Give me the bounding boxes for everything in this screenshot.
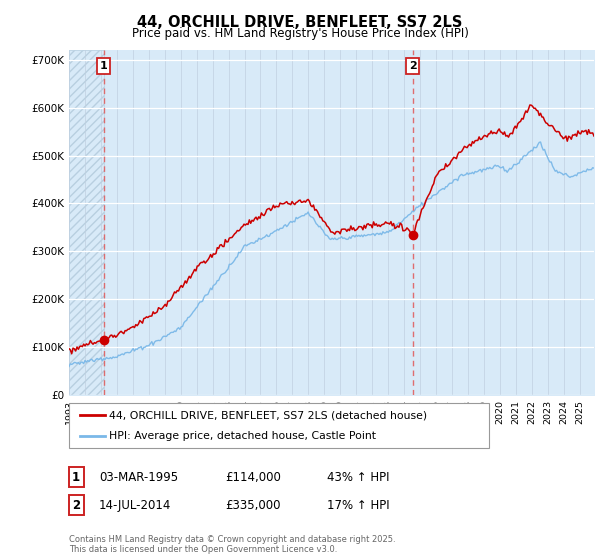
Text: £114,000: £114,000 <box>225 470 281 484</box>
Text: 03-MAR-1995: 03-MAR-1995 <box>99 470 178 484</box>
Text: 17% ↑ HPI: 17% ↑ HPI <box>327 498 389 512</box>
FancyBboxPatch shape <box>69 403 489 448</box>
Text: 43% ↑ HPI: 43% ↑ HPI <box>327 470 389 484</box>
Text: £335,000: £335,000 <box>225 498 281 512</box>
Text: 1: 1 <box>100 61 107 71</box>
Text: 44, ORCHILL DRIVE, BENFLEET, SS7 2LS: 44, ORCHILL DRIVE, BENFLEET, SS7 2LS <box>137 15 463 30</box>
Text: Contains HM Land Registry data © Crown copyright and database right 2025.
This d: Contains HM Land Registry data © Crown c… <box>69 535 395 554</box>
Text: HPI: Average price, detached house, Castle Point: HPI: Average price, detached house, Cast… <box>109 431 376 441</box>
Text: 44, ORCHILL DRIVE, BENFLEET, SS7 2LS (detached house): 44, ORCHILL DRIVE, BENFLEET, SS7 2LS (de… <box>109 410 427 421</box>
Text: 1: 1 <box>72 470 80 484</box>
Text: 2: 2 <box>409 61 416 71</box>
Text: 2: 2 <box>72 498 80 512</box>
Text: Price paid vs. HM Land Registry's House Price Index (HPI): Price paid vs. HM Land Registry's House … <box>131 27 469 40</box>
Text: 14-JUL-2014: 14-JUL-2014 <box>99 498 172 512</box>
